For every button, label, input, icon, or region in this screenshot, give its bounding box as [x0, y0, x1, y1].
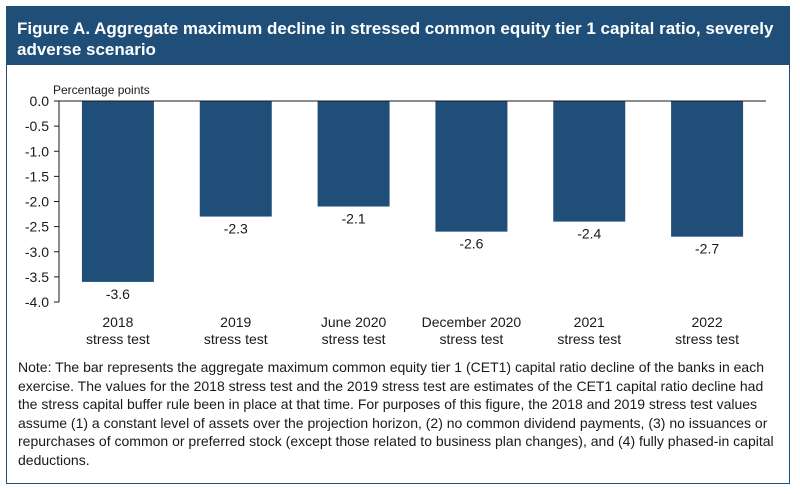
- x-tick-label: stress test: [86, 331, 150, 347]
- bar: [199, 101, 272, 217]
- figure-note: Note: The bar represents the aggregate m…: [18, 359, 774, 468]
- x-tick-label: 2018: [102, 314, 133, 330]
- figure-title: Figure A. Aggregate maximum decline in s…: [7, 7, 789, 65]
- data-label: -2.1: [342, 211, 366, 227]
- x-tick-label: 2019: [220, 314, 251, 330]
- y-tick-label: -2.0: [25, 194, 49, 210]
- x-tick-label: stress test: [557, 331, 621, 347]
- y-tick-label: -1.5: [25, 168, 49, 184]
- bar: [81, 101, 154, 282]
- x-tick-label: 2022: [692, 314, 723, 330]
- x-tick-label: stress test: [204, 331, 268, 347]
- y-tick-label: 0.0: [30, 93, 50, 109]
- data-label: -3.6: [106, 286, 130, 302]
- bar: [553, 101, 626, 222]
- y-tick-label: -2.5: [25, 219, 49, 235]
- y-tick-label: -4.0: [25, 294, 49, 310]
- data-label: -2.4: [577, 226, 601, 242]
- data-label: -2.7: [695, 241, 719, 257]
- data-label: -2.3: [224, 221, 248, 237]
- y-tick-label: -3.0: [25, 244, 49, 260]
- figure-frame: Figure A. Aggregate maximum decline in s…: [6, 6, 790, 484]
- x-tick-label: December 2020: [422, 314, 522, 330]
- y-tick-label: -1.0: [25, 143, 49, 159]
- x-tick-label: stress test: [440, 331, 504, 347]
- x-tick-label: June 2020: [321, 314, 387, 330]
- y-tick-label: -0.5: [25, 118, 49, 134]
- x-tick-label: stress test: [675, 331, 739, 347]
- x-tick-label: stress test: [322, 331, 386, 347]
- y-axis-label: Percentage points: [53, 83, 150, 97]
- bar: [435, 101, 508, 232]
- data-label: -2.6: [459, 236, 483, 252]
- bar: [317, 101, 390, 207]
- bar: [671, 101, 744, 237]
- y-tick-label: -3.5: [25, 269, 49, 285]
- x-tick-label: 2021: [574, 314, 605, 330]
